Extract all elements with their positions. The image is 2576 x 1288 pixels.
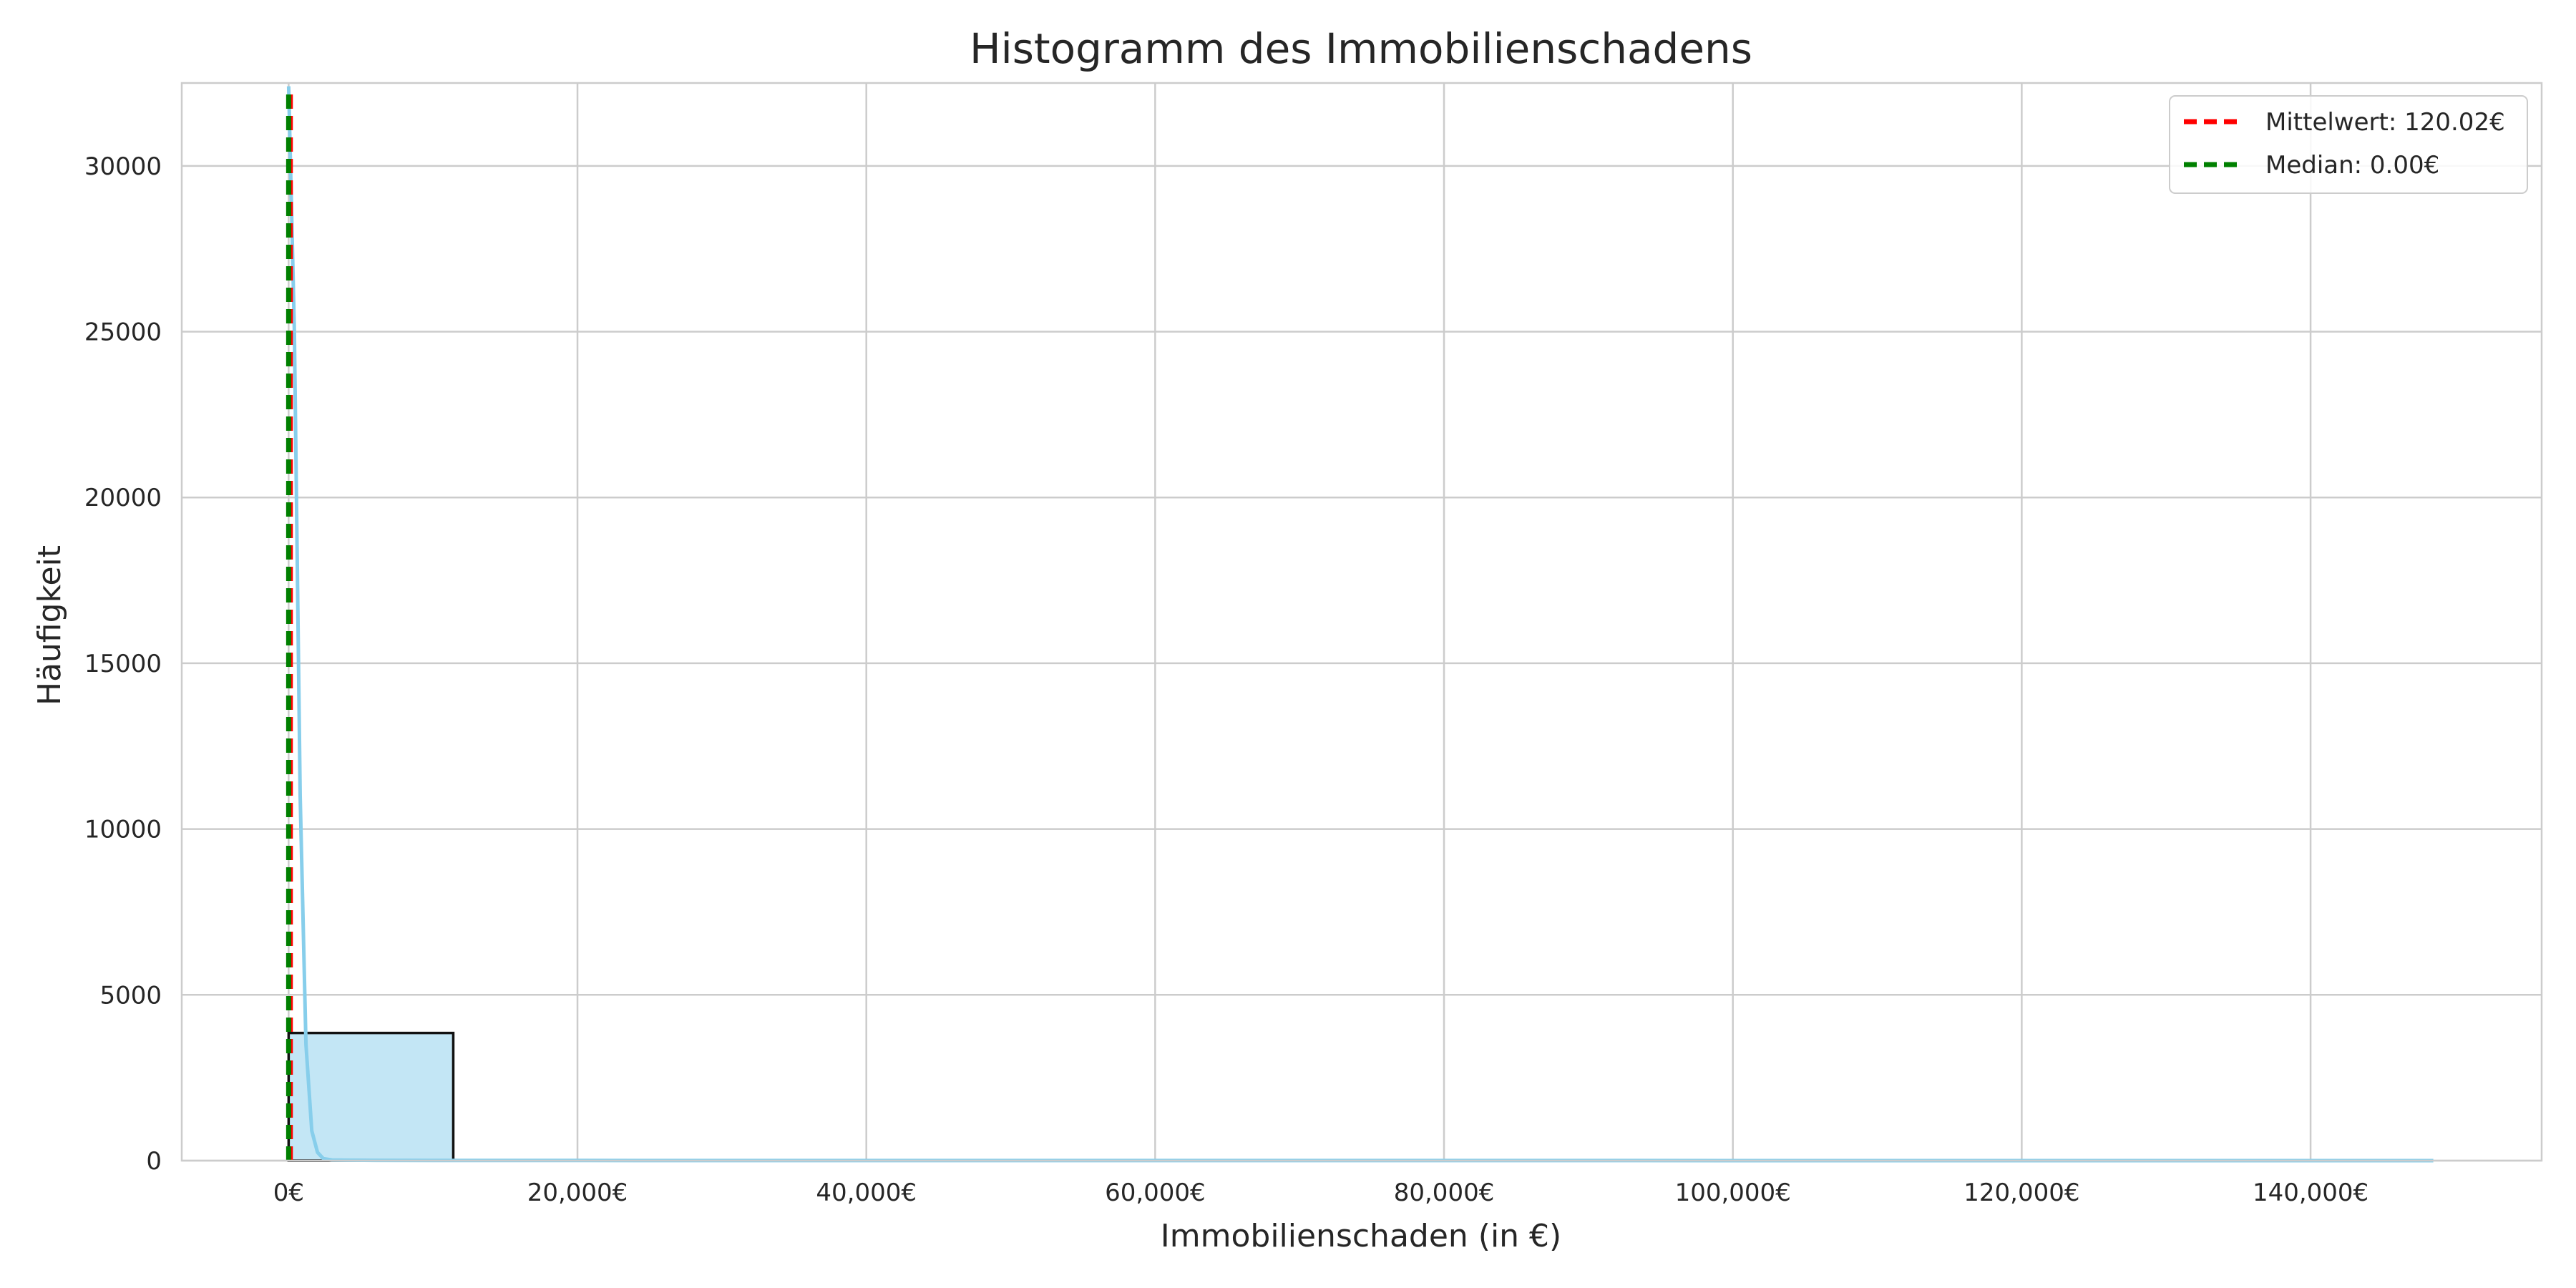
kde-layer (286, 86, 2434, 1163)
reference-lines-layer (286, 93, 293, 1161)
x-tick-label-5: 100,000€ (1675, 1179, 1791, 1207)
y-tick-label-0: 0 (146, 1147, 162, 1176)
x-axis-ticks: 0€ 20,000€ 40,000€ 60,000€ 80,000€ 100,000€ 12… (273, 1179, 2368, 1207)
x-tick-label-1: 20,000€ (527, 1179, 628, 1207)
plot-frame (180, 82, 2543, 1162)
y-axis-title: Häufigkeit (31, 545, 68, 706)
y-axis-ticks: 0 5000 10000 15000 20000 25000 30000 (84, 152, 162, 1176)
histogram-bar-0 (287, 1031, 455, 1162)
y-tick-label-6: 30000 (84, 152, 162, 181)
x-tick-label-6: 120,000€ (1963, 1179, 2079, 1207)
legend: Mittelwert: 120.02€ Median: 0.00€ (2169, 95, 2528, 194)
kde-curve (286, 86, 2434, 1163)
y-tick-label-3: 15000 (84, 650, 162, 678)
bars-layer (287, 1031, 2429, 1162)
plot-frame-border (180, 82, 2543, 1162)
legend-median-label: Median: 0.00€ (2265, 151, 2439, 180)
chart-title: Histogramm des Immobilienschadens (970, 24, 1752, 73)
x-tick-label-7: 140,000€ (2253, 1179, 2368, 1207)
x-axis-title: Immobilienschaden (in €) (1161, 1218, 1561, 1254)
x-tick-label-0: 0€ (273, 1179, 304, 1207)
x-tick-label-2: 40,000€ (816, 1179, 917, 1207)
y-tick-label-5: 25000 (84, 318, 162, 347)
grid-layer (182, 83, 2542, 1162)
y-tick-label-4: 20000 (84, 484, 162, 512)
x-tick-label-4: 80,000€ (1394, 1179, 1495, 1207)
legend-mean-label: Mittelwert: 120.02€ (2265, 108, 2505, 137)
legend-box (2169, 95, 2528, 194)
y-tick-label-1: 5000 (99, 981, 162, 1010)
x-tick-label-3: 60,000€ (1105, 1179, 1206, 1207)
y-tick-label-2: 10000 (84, 816, 162, 844)
